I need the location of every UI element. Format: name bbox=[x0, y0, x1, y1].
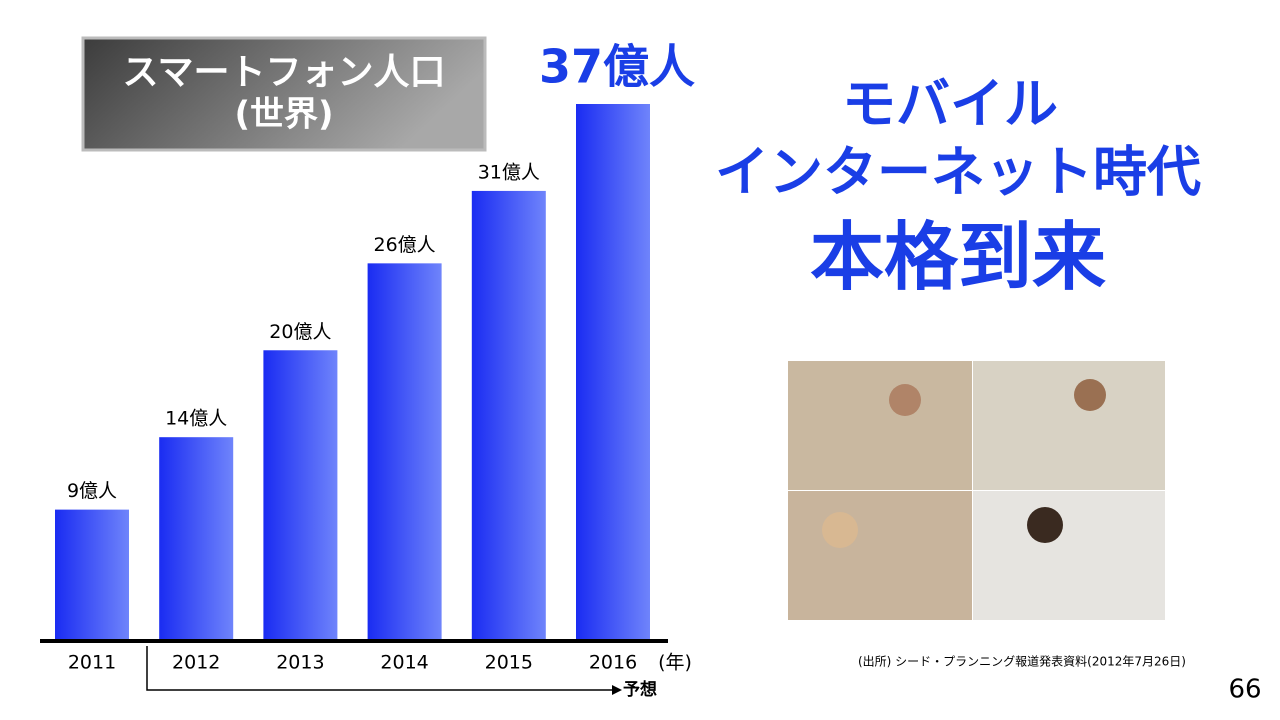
photo bbox=[973, 491, 1165, 620]
photo bbox=[788, 491, 972, 620]
photo-grid bbox=[788, 361, 1165, 620]
annotation: 予想 bbox=[623, 679, 657, 700]
bar bbox=[367, 263, 442, 640]
chart-title: スマートフォン人口 bbox=[123, 52, 446, 93]
x-tick-label: 2011 bbox=[68, 652, 116, 674]
page-number: 66 bbox=[1228, 675, 1261, 705]
forecast-arrow bbox=[146, 646, 612, 691]
value-label: 20億人 bbox=[269, 321, 331, 343]
value-label: 31億人 bbox=[478, 161, 540, 183]
x-tick-label: 2014 bbox=[380, 652, 428, 674]
arrow-head bbox=[612, 685, 622, 695]
photo bbox=[788, 361, 972, 490]
photo-figure bbox=[822, 512, 858, 548]
bar bbox=[471, 190, 546, 640]
x-unit: (年) bbox=[658, 652, 692, 674]
headline: インターネット時代 bbox=[715, 141, 1201, 204]
value-label: 14億人 bbox=[165, 408, 227, 430]
bar bbox=[159, 437, 234, 640]
bar bbox=[55, 509, 129, 640]
bar bbox=[263, 350, 338, 640]
chart-title: (世界) bbox=[234, 95, 333, 135]
x-tick-label: 2012 bbox=[172, 652, 220, 674]
headline: モバイル bbox=[842, 73, 1058, 136]
x-tick-label: 2015 bbox=[485, 652, 533, 674]
photo-figure bbox=[1074, 379, 1106, 411]
source: (出所) シード・プランニング報道発表資料(2012年7月26日) bbox=[858, 655, 1186, 669]
value-label: 37億人 bbox=[539, 40, 695, 94]
value-label: 9億人 bbox=[67, 480, 117, 502]
value-label: 26億人 bbox=[374, 234, 436, 256]
photo bbox=[973, 361, 1165, 490]
photo-figure bbox=[889, 384, 921, 416]
headline: 本格到来 bbox=[810, 215, 1106, 301]
bar bbox=[576, 104, 650, 640]
photo-figure bbox=[1027, 507, 1063, 543]
x-tick-label: 2013 bbox=[276, 652, 324, 674]
title-box bbox=[81, 36, 487, 152]
x-tick-label: 2016 bbox=[589, 652, 637, 674]
